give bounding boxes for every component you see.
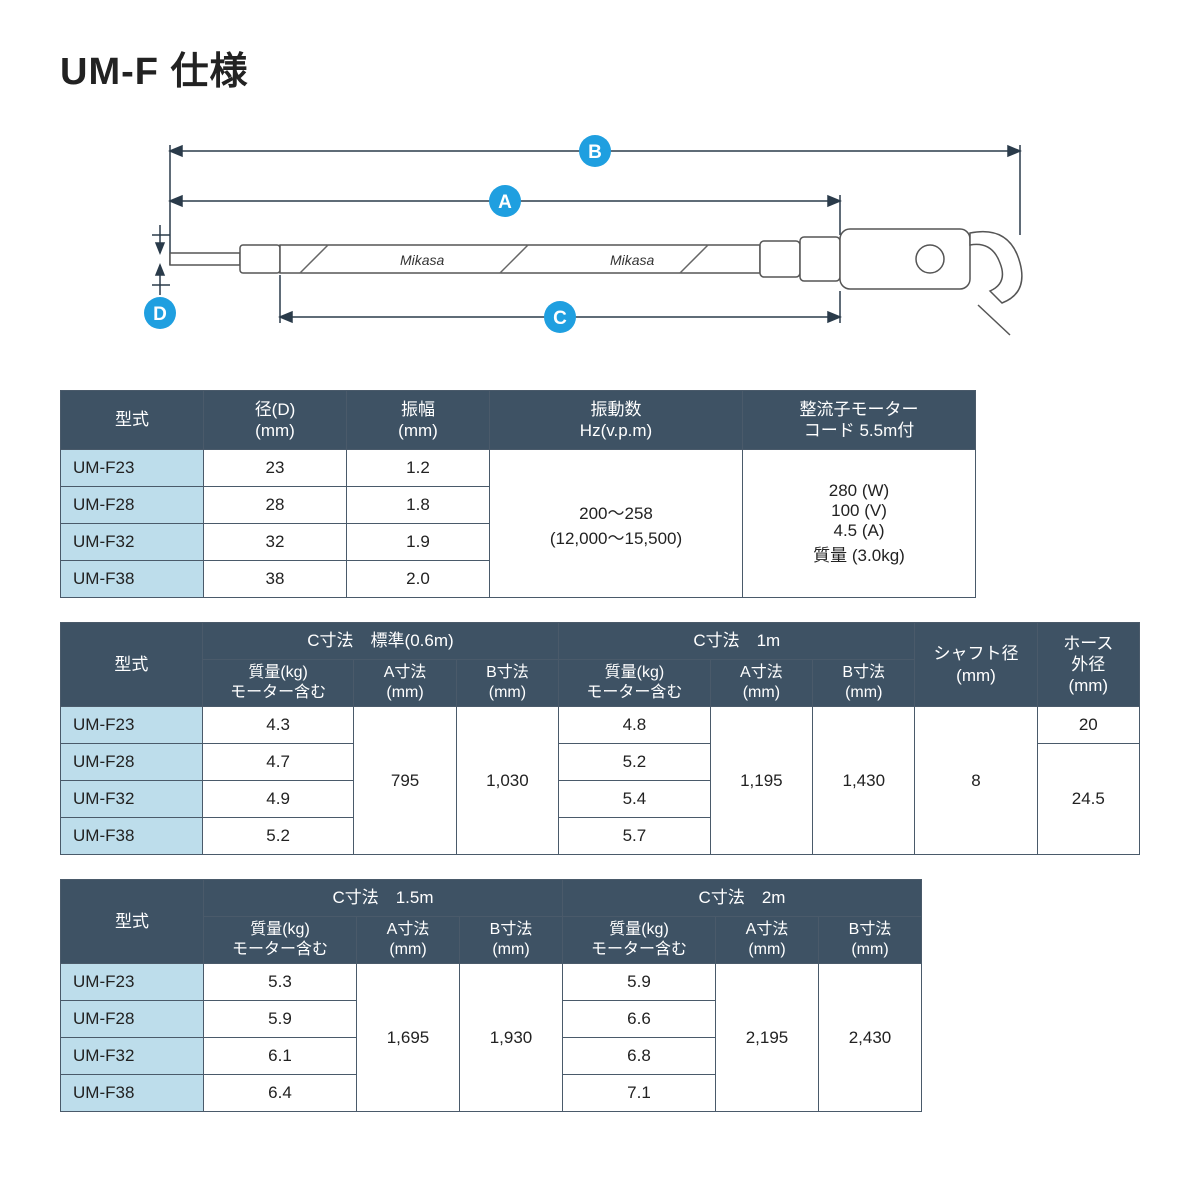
t1-motor-cell: 280 (W) 100 (V) 4.5 (A) 質量 (3.0kg) [743,450,976,598]
table-row: UM-F28 [61,744,203,781]
table-row: UM-F38 [61,1075,204,1112]
svg-text:Mikasa: Mikasa [400,252,445,268]
t1-hdr-model: 型式 [61,391,204,450]
table-row: UM-F28 [61,1001,204,1038]
t1-hdr-freq: 振動数 Hz(v.p.m) [490,391,743,450]
page-title: UM-F 仕様 [60,40,1140,95]
t2-hdr-shaft: シャフト径 (mm) [915,623,1037,707]
dim-a-label: A [498,192,512,213]
t3-hdr-cg2: C寸法 2m [563,880,922,917]
table-row: UM-F38 [61,561,204,598]
t2-hdr-hose: ホース 外径 (mm) [1037,623,1139,707]
table-row: UM-F28 [61,487,204,524]
t3-hdr-model: 型式 [61,880,204,964]
dim-d-label: D [153,304,167,325]
dim-b-label: B [588,142,602,163]
table-row: UM-F38 [61,818,203,855]
t1-hdr-motor: 整流子モーター コード 5.5m付 [743,391,976,450]
dimension-diagram: Mikasa Mikasa B A [140,125,1060,360]
t2-hdr-model: 型式 [61,623,203,707]
t2-hdr-cg1: C寸法 標準(0.6m) [202,623,558,660]
svg-text:Mikasa: Mikasa [610,252,655,268]
spec-table-2: 型式 C寸法 標準(0.6m) C寸法 1m シャフト径 (mm) ホース 外径… [60,622,1140,855]
t1-hdr-amp: 振幅 (mm) [347,391,490,450]
t2-hdr-cg2: C寸法 1m [559,623,915,660]
table-row: UM-F32 [61,1038,204,1075]
table-row: UM-F23 [61,707,203,744]
table-row: UM-F23 [61,964,204,1001]
table-row: UM-F23 [61,450,204,487]
t1-freq-cell: 200～258 (12,000～15,500) [490,450,743,598]
table-row: UM-F32 [61,524,204,561]
dim-c-label: C [553,308,567,329]
t1-hdr-diam: 径(D) (mm) [204,391,347,450]
spec-table-1: 型式 径(D) (mm) 振幅 (mm) 振動数 Hz(v.p.m) 整流子モー… [60,390,976,598]
table-row: UM-F32 [61,781,203,818]
t3-hdr-cg1: C寸法 1.5m [204,880,563,917]
spec-table-3: 型式 C寸法 1.5m C寸法 2m 質量(kg) モーター含む A寸法 (mm… [60,879,922,1112]
